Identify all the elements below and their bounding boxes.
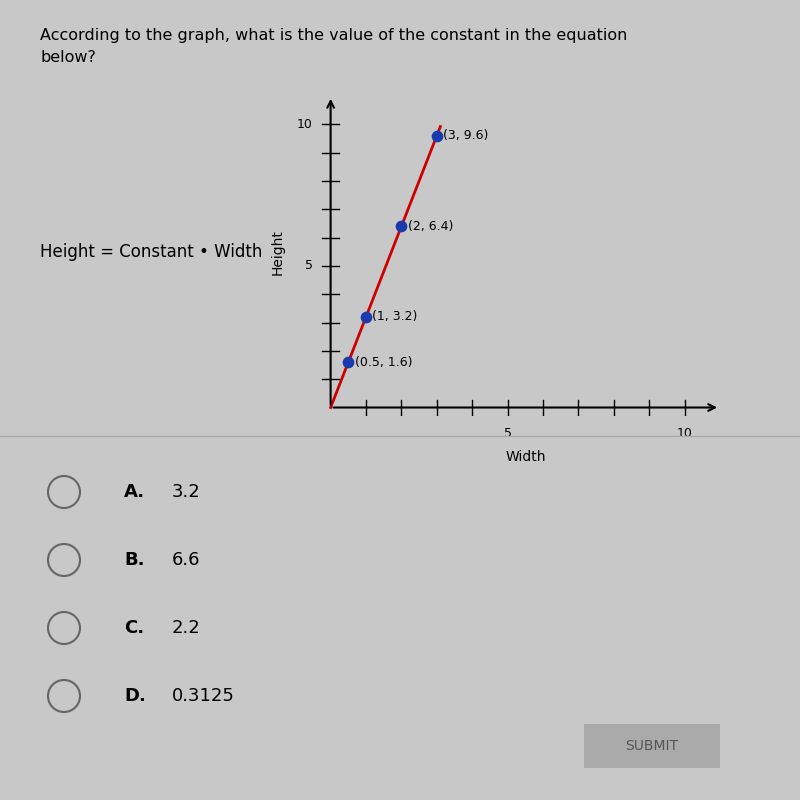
Text: 6.6: 6.6 bbox=[172, 551, 201, 569]
Point bbox=[430, 130, 443, 142]
Text: SUBMIT: SUBMIT bbox=[626, 739, 678, 753]
Text: 3.2: 3.2 bbox=[172, 483, 201, 501]
Point bbox=[395, 220, 408, 233]
Text: (3, 9.6): (3, 9.6) bbox=[443, 129, 489, 142]
Text: A.: A. bbox=[124, 483, 145, 501]
Text: Width: Width bbox=[505, 450, 546, 464]
Text: 5: 5 bbox=[305, 259, 313, 273]
Text: Height = Constant • Width: Height = Constant • Width bbox=[40, 243, 262, 261]
Text: 10: 10 bbox=[297, 118, 313, 131]
Text: D.: D. bbox=[124, 687, 146, 705]
Text: B.: B. bbox=[124, 551, 145, 569]
Text: (1, 3.2): (1, 3.2) bbox=[372, 310, 418, 323]
Text: C.: C. bbox=[124, 619, 144, 637]
Text: 5: 5 bbox=[504, 427, 512, 440]
Point bbox=[342, 356, 354, 369]
Text: Height: Height bbox=[270, 229, 285, 274]
Text: (2, 6.4): (2, 6.4) bbox=[408, 220, 453, 233]
Text: 10: 10 bbox=[677, 427, 693, 440]
Text: (0.5, 1.6): (0.5, 1.6) bbox=[354, 356, 412, 369]
Text: 0.3125: 0.3125 bbox=[172, 687, 235, 705]
Text: 2.2: 2.2 bbox=[172, 619, 201, 637]
Text: According to the graph, what is the value of the constant in the equation
below?: According to the graph, what is the valu… bbox=[40, 28, 627, 66]
Point bbox=[360, 310, 373, 323]
